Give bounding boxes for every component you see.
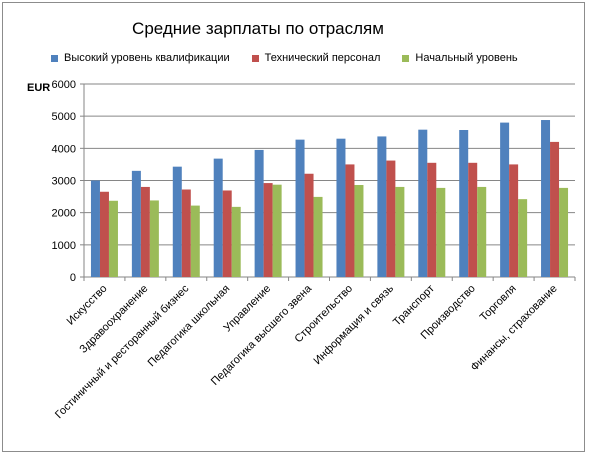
bar-5-series-2 bbox=[313, 196, 323, 277]
bar-10-series-0 bbox=[500, 122, 510, 277]
legend-swatch-series-1 bbox=[251, 54, 259, 62]
legend-item-series-0: Высокий уровень квалификации bbox=[51, 52, 230, 64]
y-tick-label: 2000 bbox=[52, 208, 76, 220]
bar-2-series-2 bbox=[190, 205, 200, 277]
bar-7-series-0 bbox=[377, 136, 387, 277]
bar-11-series-0 bbox=[541, 120, 551, 277]
bar-8-series-0 bbox=[418, 129, 428, 277]
x-category-label: Информация и связь bbox=[311, 282, 396, 367]
bar-3-series-0 bbox=[213, 158, 223, 277]
bar-3-series-1 bbox=[222, 190, 232, 277]
legend-label-series-0: Высокий уровень квалификации bbox=[64, 52, 230, 64]
bar-11-series-1 bbox=[550, 141, 560, 277]
bar-10-series-2 bbox=[518, 199, 528, 277]
bar-1-series-1 bbox=[140, 186, 150, 277]
y-tick-label: 5000 bbox=[52, 111, 76, 123]
legend-label-series-2: Начальный уровень bbox=[415, 52, 518, 64]
bar-8-series-2 bbox=[436, 187, 446, 277]
bar-1-series-2 bbox=[149, 200, 159, 277]
x-category-label: Финансы, страхование bbox=[469, 283, 560, 374]
bar-10-series-1 bbox=[509, 164, 519, 277]
bar-0-series-0 bbox=[90, 180, 100, 277]
bar-5-series-0 bbox=[295, 139, 305, 277]
bar-9-series-1 bbox=[468, 162, 478, 277]
legend-item-series-2: Начальный уровень bbox=[402, 52, 518, 64]
bar-3-series-2 bbox=[231, 206, 241, 277]
bar-6-series-2 bbox=[354, 185, 364, 277]
bar-2-series-1 bbox=[181, 189, 191, 277]
bar-1-series-0 bbox=[131, 170, 141, 277]
bar-2-series-0 bbox=[172, 166, 182, 277]
bar-4-series-0 bbox=[254, 149, 264, 277]
x-category-label: Торговля bbox=[478, 283, 519, 324]
y-tick-label: 1000 bbox=[52, 240, 76, 252]
bar-5-series-1 bbox=[304, 173, 314, 277]
x-category-label: Здравоохранение bbox=[77, 283, 150, 356]
bar-4-series-1 bbox=[263, 183, 273, 277]
bar-7-series-2 bbox=[395, 186, 405, 277]
bar-9-series-0 bbox=[459, 129, 469, 277]
y-tick-label: 0 bbox=[70, 272, 76, 284]
bar-0-series-2 bbox=[108, 200, 118, 277]
bar-6-series-0 bbox=[336, 138, 346, 277]
y-axis-unit-label: EUR bbox=[27, 82, 51, 94]
bar-11-series-2 bbox=[559, 187, 569, 277]
bar-0-series-1 bbox=[99, 191, 109, 277]
bar-4-series-2 bbox=[272, 184, 282, 277]
bar-7-series-1 bbox=[386, 160, 396, 277]
legend-swatch-series-0 bbox=[51, 54, 58, 62]
bar-6-series-1 bbox=[345, 164, 355, 277]
bar-8-series-1 bbox=[427, 162, 437, 277]
y-tick-label: 6000 bbox=[52, 79, 76, 91]
chart-legend: Высокий уровень квалификации Технический… bbox=[51, 52, 540, 64]
y-tick-label: 4000 bbox=[52, 143, 76, 155]
bar-9-series-2 bbox=[477, 186, 487, 277]
legend-item-series-1: Технический персонал bbox=[251, 52, 381, 64]
legend-swatch-series-2 bbox=[402, 54, 410, 62]
x-category-label: Педагогика школьная bbox=[146, 283, 233, 370]
y-tick-label: 3000 bbox=[52, 176, 76, 188]
legend-label-series-1: Технический персонал bbox=[264, 52, 381, 64]
chart-title: Средние зарплаты по отраслям bbox=[132, 19, 384, 38]
